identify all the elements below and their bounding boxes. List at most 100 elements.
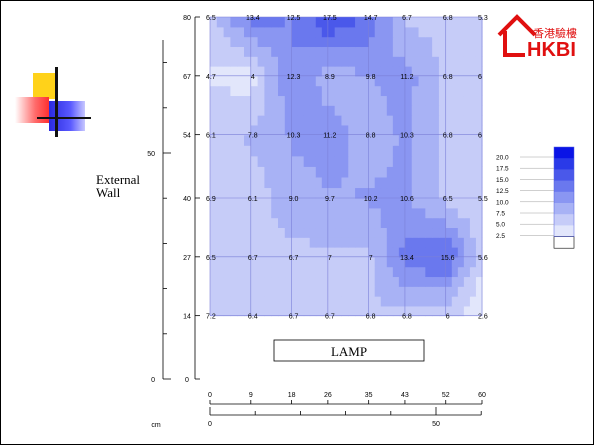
heat-cell xyxy=(230,105,238,116)
heat-cell xyxy=(380,75,388,87)
heat-cell xyxy=(355,124,363,136)
heat-cell xyxy=(210,95,218,106)
heat-cell xyxy=(398,95,406,106)
heat-cell xyxy=(223,145,231,157)
heat-cell xyxy=(309,105,317,116)
heat-cell xyxy=(425,17,433,28)
heat-cell xyxy=(230,17,238,28)
heat-cell xyxy=(432,276,440,287)
heat-cell xyxy=(237,95,245,106)
heat-cell xyxy=(368,26,376,38)
heat-cell xyxy=(321,286,329,297)
heat-cell xyxy=(223,247,231,258)
heat-cell xyxy=(230,227,238,238)
data-label: 6.7 xyxy=(402,15,412,22)
heat-cell xyxy=(425,124,433,136)
heat-cell xyxy=(432,145,440,157)
heat-cell xyxy=(321,198,329,209)
heat-cell xyxy=(386,56,394,67)
heat-cell xyxy=(315,66,323,77)
heat-cell xyxy=(475,237,483,248)
heat-cell xyxy=(404,276,413,287)
heat-cell xyxy=(392,115,400,126)
heat-cell xyxy=(271,305,279,317)
heat-cell xyxy=(438,95,447,106)
heat-cell xyxy=(432,115,440,126)
heat-cell xyxy=(284,247,293,258)
inner-x-tick-label: 60 xyxy=(478,392,486,399)
heat-cell xyxy=(451,85,459,97)
heat-cell xyxy=(244,198,252,209)
heat-cell xyxy=(250,176,259,189)
heat-cell xyxy=(278,124,286,136)
heat-cell xyxy=(404,286,413,297)
inner-x-tick-label: 43 xyxy=(401,392,409,399)
heat-cell xyxy=(469,286,477,297)
heat-cell xyxy=(230,95,238,106)
heat-cell xyxy=(257,26,265,38)
heat-cell xyxy=(244,296,252,307)
heat-cell xyxy=(210,266,218,278)
heat-cell xyxy=(271,276,279,287)
heat-cell xyxy=(380,207,388,219)
heat-cell xyxy=(355,166,363,178)
heat-cell xyxy=(386,95,394,106)
heat-cell xyxy=(368,256,376,268)
heat-cell xyxy=(355,95,363,106)
heat-cell xyxy=(334,17,343,28)
heat-cell xyxy=(386,207,394,219)
heat-cell xyxy=(411,56,420,67)
heat-cell xyxy=(230,85,238,97)
heat-cell xyxy=(438,124,447,136)
heat-cell xyxy=(257,187,265,199)
heat-cell xyxy=(309,26,317,38)
heat-cell xyxy=(271,217,279,229)
heat-cell xyxy=(315,237,323,248)
heat-cell xyxy=(321,237,329,248)
heat-cell xyxy=(463,155,471,167)
data-label: 8.8 xyxy=(366,133,376,140)
heat-cell xyxy=(374,85,382,97)
heat-cell xyxy=(321,207,329,219)
heat-cell xyxy=(355,256,363,268)
heat-cell xyxy=(264,75,272,87)
heat-cell xyxy=(368,305,376,317)
heat-cell xyxy=(315,105,323,116)
heat-cell xyxy=(457,85,465,97)
heat-cell xyxy=(451,237,459,248)
heat-cell xyxy=(475,46,483,57)
heat-cell xyxy=(457,166,465,178)
heat-cell xyxy=(264,237,272,248)
heat-cell xyxy=(264,85,272,97)
heat-cell xyxy=(438,115,447,126)
heat-cell xyxy=(297,75,305,87)
heat-cell xyxy=(264,256,272,268)
heat-cell xyxy=(341,56,349,67)
heat-cell xyxy=(380,305,388,317)
heat-cell xyxy=(457,217,465,229)
heat-cell xyxy=(309,115,317,126)
heat-cell xyxy=(291,207,299,219)
heat-cell xyxy=(386,115,394,126)
heat-cell xyxy=(368,46,376,57)
heat-cell xyxy=(418,56,426,67)
heat-cell xyxy=(327,66,336,77)
heat-cell xyxy=(348,66,356,77)
data-label: 6.4 xyxy=(248,314,258,321)
heat-cell xyxy=(271,207,279,219)
heat-cell xyxy=(411,17,420,28)
heat-cell xyxy=(355,305,363,317)
heat-cell xyxy=(374,124,382,136)
heat-cell xyxy=(355,105,363,116)
heat-cell xyxy=(223,115,231,126)
heat-cell xyxy=(223,276,231,287)
heat-cell xyxy=(438,187,447,199)
heat-cell xyxy=(398,155,406,167)
heat-cell xyxy=(445,115,453,126)
heat-cell xyxy=(257,217,265,229)
heat-cell xyxy=(445,305,453,317)
heat-cell xyxy=(380,217,388,229)
heat-cell xyxy=(321,305,329,317)
heat-cell xyxy=(445,266,453,278)
heat-cell xyxy=(303,187,311,199)
